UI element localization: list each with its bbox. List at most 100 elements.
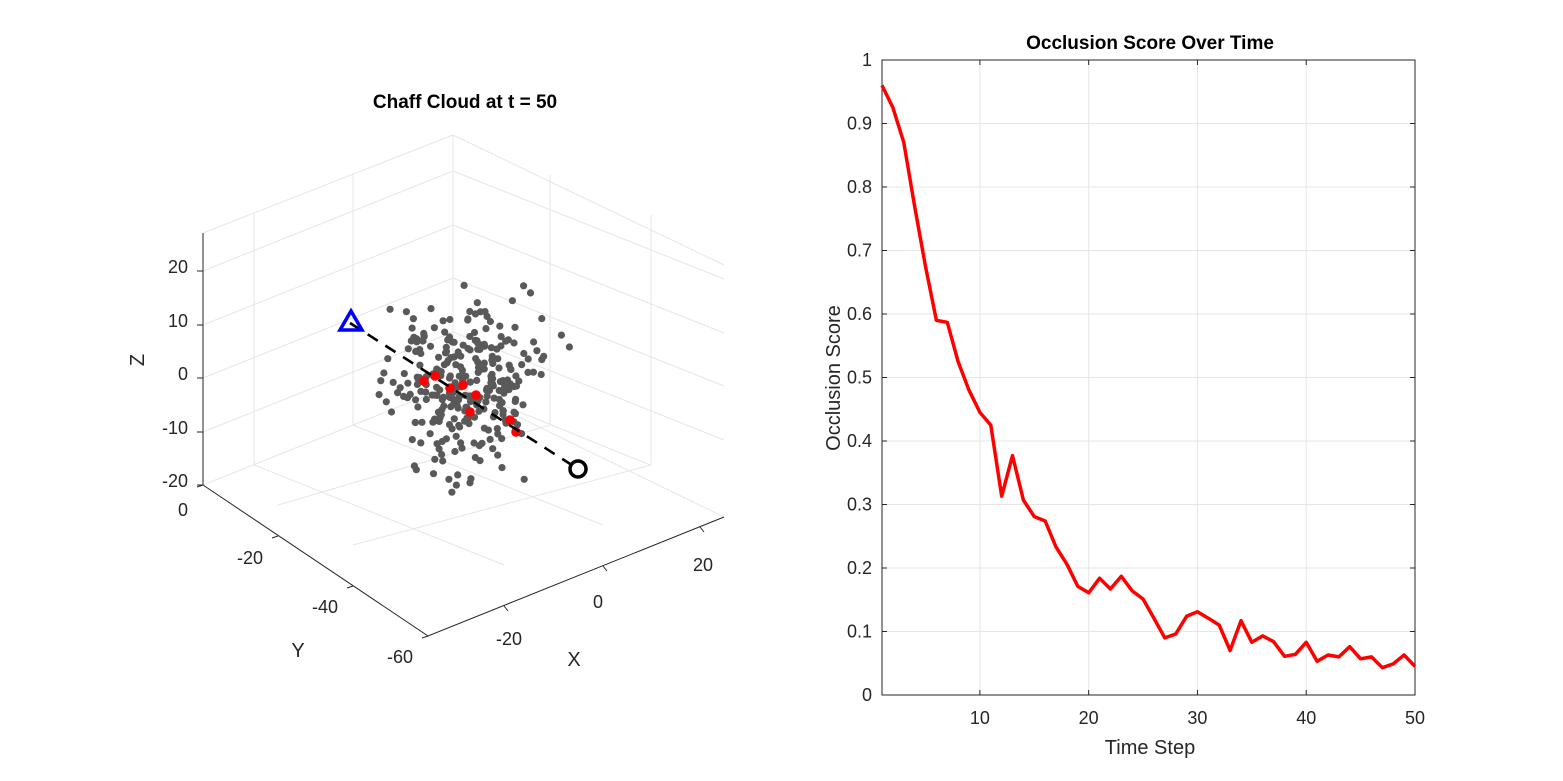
chaff-point	[565, 343, 574, 351]
chaff-point	[529, 368, 538, 376]
x-tick-label: 20	[693, 555, 713, 575]
chaff-point	[540, 352, 548, 360]
chaff-point	[402, 308, 410, 316]
chaff-point	[410, 462, 418, 470]
chaff-point	[404, 379, 412, 387]
x-tick-label: 10	[970, 708, 990, 728]
chaff-point	[454, 348, 462, 356]
chart-title-3d: Chaff Cloud at t = 50	[373, 92, 557, 113]
x-tick-label: -20	[496, 629, 522, 649]
chaff-point	[450, 338, 458, 346]
chaff-point	[422, 395, 430, 404]
x-tick-label: 30	[1187, 708, 1207, 728]
chaff-point	[387, 408, 396, 416]
chaff-point	[440, 402, 448, 410]
chaff-point	[482, 398, 490, 406]
occlusion-score-line	[880, 84, 1417, 670]
z-tick-label: 0	[178, 364, 188, 384]
z-tick-label: -10	[162, 418, 188, 438]
chaff-point	[489, 445, 497, 453]
chaff-point	[511, 397, 519, 406]
axis-line-3d	[346, 585, 354, 589]
chaff-point	[422, 388, 430, 396]
chaff-point	[494, 355, 502, 363]
x-tick-label: 50	[1405, 708, 1425, 728]
y-tick-label: 0.6	[847, 304, 872, 324]
chaff-point	[439, 317, 447, 325]
chaff-point	[451, 447, 459, 456]
chaff-point	[488, 356, 496, 364]
y-tick-label: 0.4	[847, 431, 872, 451]
chaff-point	[474, 358, 482, 366]
chaff-point	[493, 345, 501, 353]
chaff-point	[414, 403, 422, 411]
chaff-point	[510, 382, 518, 391]
axis-line-3d	[202, 484, 429, 637]
chaff-point	[460, 281, 468, 289]
grid-line-3d	[452, 134, 725, 266]
z-tick-label: 10	[168, 311, 188, 331]
x-axis-label-3d: X	[567, 649, 580, 671]
chaff-point	[427, 305, 435, 313]
tick-marks	[882, 59, 1416, 696]
y-tick-label: 0	[862, 685, 872, 705]
chaff-point	[483, 312, 491, 320]
chaff-point	[449, 395, 457, 403]
chaff-point	[408, 436, 416, 444]
chaff-point	[493, 425, 501, 433]
chaff-point	[389, 378, 397, 386]
chaff-point	[458, 366, 466, 374]
chaff-point	[409, 315, 417, 323]
chaff-point	[466, 307, 474, 316]
occluding-point	[430, 371, 440, 381]
chaff-points	[375, 281, 574, 496]
chaff-point	[447, 354, 455, 362]
chaff-point	[494, 430, 502, 438]
chaff-point	[411, 418, 419, 427]
chaff-point	[487, 344, 495, 352]
chaff-point	[438, 450, 446, 459]
chaff-point	[496, 402, 504, 410]
grid-line-3d	[202, 277, 454, 379]
chaff-point	[537, 370, 545, 379]
y-tick-label: -20	[237, 548, 263, 568]
grid-line-3d	[202, 384, 454, 486]
y-tick-label: 0.5	[847, 368, 872, 388]
grid-line-3d	[452, 170, 725, 280]
chaff-point	[410, 333, 418, 341]
axis-line-3d	[427, 516, 725, 637]
chaff-point	[450, 415, 458, 423]
chaff-point	[418, 418, 426, 426]
chaff-point	[498, 464, 506, 472]
chaff-point	[470, 328, 479, 337]
chaff-point	[520, 349, 528, 358]
chaff-point	[483, 392, 491, 400]
chaff-point	[530, 338, 538, 346]
axis-line-3d	[271, 535, 279, 539]
chaff-point	[511, 323, 519, 331]
chaff-point	[524, 368, 532, 376]
chaff-point	[436, 414, 444, 422]
chaff-point	[471, 310, 480, 318]
chaff-point	[478, 439, 486, 447]
chaff-point	[452, 481, 460, 489]
axis-line-3d	[421, 635, 429, 639]
chaff-point	[445, 421, 454, 429]
y-tick-label: 0.8	[847, 177, 872, 197]
axes-3d-frame	[196, 233, 725, 639]
chaff-point	[446, 315, 454, 324]
chaff-point	[484, 426, 492, 434]
chaff-point	[426, 430, 434, 438]
grid-line-3d	[352, 464, 652, 546]
chaff-point	[426, 342, 435, 350]
grid-line-3d	[202, 134, 454, 234]
line-of-sight	[349, 321, 579, 471]
occluding-point	[505, 415, 515, 425]
occluding-point	[458, 380, 468, 390]
chaff-point	[438, 396, 446, 404]
chart-title-line: Occlusion Score Over Time	[1026, 33, 1274, 54]
chaff-point	[512, 372, 520, 380]
chaff-point	[454, 471, 462, 479]
chaff-point	[513, 421, 522, 429]
chaff-point	[436, 386, 444, 394]
